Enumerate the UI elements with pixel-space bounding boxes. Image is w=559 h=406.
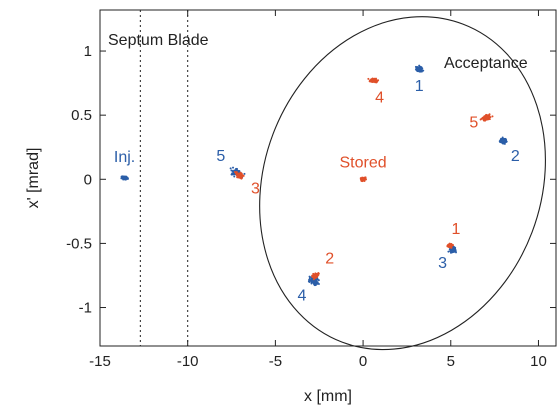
injected-label-3: 3 bbox=[438, 255, 447, 272]
injected-label-1: 1 bbox=[415, 78, 424, 95]
injected-cluster-2 bbox=[498, 136, 508, 145]
stored-cluster-3-particle bbox=[239, 171, 242, 174]
stored-cluster-4-particle bbox=[375, 81, 378, 84]
injected-cluster-4-particle bbox=[308, 275, 311, 278]
stored-cluster-3-particle bbox=[242, 174, 245, 177]
stored-cluster-5-core bbox=[482, 115, 490, 120]
stored-cluster-stored bbox=[359, 176, 367, 183]
injected-cluster-3-particle bbox=[454, 248, 457, 251]
stored-cluster-4 bbox=[367, 77, 380, 84]
stored-cluster-5-particle bbox=[491, 115, 494, 118]
injected-cluster-5-particle bbox=[243, 172, 246, 175]
injected-cluster-2-particle bbox=[504, 137, 507, 140]
stored-cluster-2 bbox=[311, 272, 320, 281]
plot-content bbox=[120, 10, 546, 351]
y-tick-label: 0 bbox=[84, 171, 92, 188]
injected-cluster-2-particle bbox=[501, 136, 504, 139]
stored-cluster-1-core bbox=[448, 244, 452, 248]
stored-cluster-5-particle bbox=[488, 113, 491, 116]
x-tick-label: 5 bbox=[447, 353, 455, 370]
stored-cluster-3-particle bbox=[233, 171, 236, 174]
injected-cluster-5-particle bbox=[232, 166, 235, 169]
injected-cluster-4-particle bbox=[310, 282, 313, 285]
stored-label-4: 4 bbox=[375, 90, 384, 107]
axis-ticks: -15 -10 -5 0 5 10 1 0.5 0 -0.5 -1 bbox=[66, 10, 556, 370]
injected-cluster-1-particle bbox=[414, 65, 417, 68]
plot-frame bbox=[99, 9, 557, 347]
injected-cluster-5-particle bbox=[229, 167, 232, 170]
injected-cluster-inj bbox=[120, 175, 129, 181]
stored-label-3: 3 bbox=[251, 180, 260, 197]
injected-cluster-inj-core bbox=[122, 176, 127, 180]
injected-cluster-5-particle bbox=[233, 175, 236, 178]
injected-cluster-4-particle bbox=[308, 278, 311, 281]
stored-cluster-3-core bbox=[236, 173, 243, 178]
injected-label-2: 2 bbox=[511, 148, 520, 165]
stored-cluster-5 bbox=[479, 113, 494, 122]
injected-cluster-1-particle bbox=[422, 69, 425, 72]
injected-cluster-4-particle bbox=[314, 284, 317, 287]
y-tick-label: 0.5 bbox=[71, 107, 92, 124]
stored-label-5: 5 bbox=[469, 115, 478, 132]
x-axis-label: x [mm] bbox=[304, 388, 352, 405]
injected-cluster-3-particle bbox=[447, 250, 450, 253]
stored-cluster-4-particle bbox=[369, 80, 372, 83]
stored-cluster-2-particle bbox=[317, 272, 320, 275]
injected-cluster-4-particle bbox=[308, 277, 311, 280]
injected-cluster-2-core bbox=[501, 138, 506, 143]
acceptance-ellipse bbox=[259, 16, 546, 351]
stored-cluster-4-particle bbox=[367, 77, 370, 80]
stored-cluster-5-particle bbox=[483, 119, 486, 122]
stored-cluster-5-particle bbox=[479, 118, 482, 121]
stored-cluster-3-particle bbox=[240, 177, 243, 180]
stored-cluster-2-particle bbox=[312, 273, 315, 276]
stored-cluster-2-core bbox=[313, 273, 318, 278]
stored-cluster-stored-particle bbox=[364, 178, 367, 181]
injected-cluster-3-particle bbox=[454, 246, 457, 249]
injected-label-5: 5 bbox=[216, 148, 225, 165]
injected-cluster-1-core bbox=[416, 67, 422, 71]
stored-cluster-5-particle bbox=[488, 118, 491, 121]
x-tick-label: -10 bbox=[177, 353, 199, 370]
stored-cluster-stored-core bbox=[361, 178, 365, 181]
injected-cluster-4-core bbox=[310, 277, 318, 284]
x-tick-label: -15 bbox=[89, 353, 111, 370]
y-tick-label: -1 bbox=[79, 300, 92, 317]
injected-cluster-3 bbox=[447, 245, 458, 254]
stored-cluster-3 bbox=[233, 170, 245, 180]
stored-cluster-1 bbox=[446, 242, 455, 249]
septum-blade-label: Septum Blade bbox=[108, 32, 209, 49]
x-tick-label: 10 bbox=[530, 353, 547, 370]
stored-label-1: 1 bbox=[451, 221, 460, 238]
x-tick-label: -5 bbox=[269, 353, 282, 370]
y-tick-label: 1 bbox=[84, 43, 92, 60]
x-tick-label: 0 bbox=[359, 353, 367, 370]
injected-label-0: Inj. bbox=[114, 149, 135, 166]
injected-cluster-2-particle bbox=[499, 141, 502, 144]
stored-cluster-1-particle bbox=[450, 243, 453, 246]
acceptance-label: Acceptance bbox=[444, 55, 528, 72]
injected-label-4: 4 bbox=[298, 288, 307, 305]
y-tick-label: -0.5 bbox=[66, 235, 92, 252]
stored-label-0: Stored bbox=[340, 154, 387, 171]
stored-cluster-4-core bbox=[370, 79, 377, 82]
injected-cluster-4-particle bbox=[307, 280, 310, 283]
stored-cluster-2-particle bbox=[312, 275, 315, 278]
injected-cluster-1 bbox=[414, 64, 425, 73]
y-axis-label: x' [mrad] bbox=[25, 148, 42, 209]
stored-label-2: 2 bbox=[325, 250, 334, 267]
